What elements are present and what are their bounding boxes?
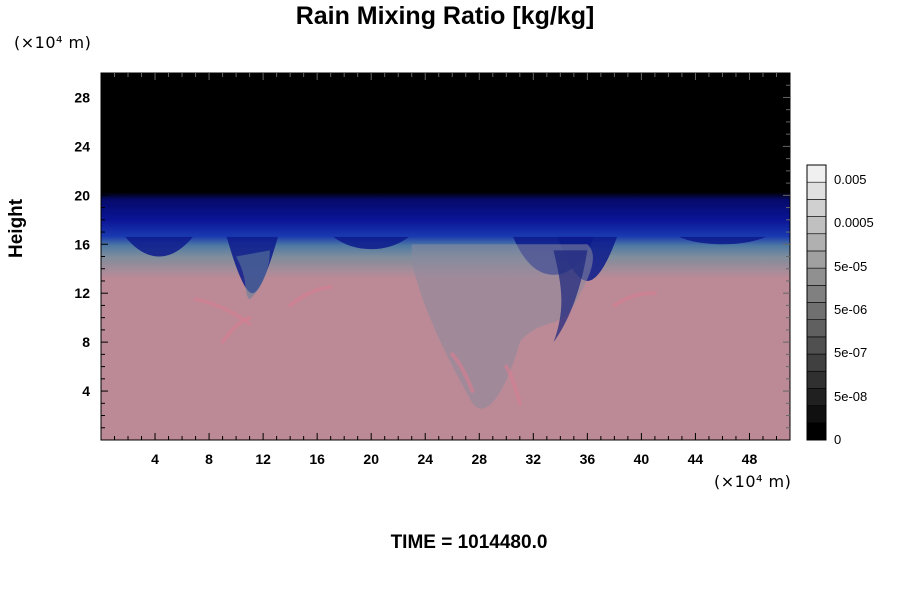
- colorbar-label: 5e-05: [834, 259, 867, 274]
- x-tick-label: 48: [742, 451, 758, 467]
- colorbar-swatch: [806, 422, 827, 441]
- colorbar-label: 0.005: [834, 172, 867, 187]
- colorbar-swatch: [806, 267, 827, 286]
- y-unit-label: (×10⁴ m): [14, 33, 92, 52]
- colorbar-label: 5e-07: [834, 345, 867, 360]
- colorbar-label: 0: [834, 432, 841, 447]
- colorbar-label: 0.0005: [834, 215, 874, 230]
- x-tick-label: 28: [471, 451, 487, 467]
- colorbar-frame: [806, 164, 827, 441]
- colorbar-swatch: [806, 164, 827, 183]
- y-tick-label: 28: [74, 89, 90, 105]
- field-streak: [504, 364, 522, 406]
- colorbar-swatch: [806, 353, 827, 372]
- field-convective-core: [411, 244, 593, 409]
- field-streak: [612, 291, 657, 308]
- colorbar-swatch: [806, 370, 827, 389]
- colorbar-label: 5e-08: [834, 389, 867, 404]
- y-tick-label: 16: [74, 236, 90, 252]
- x-tick-label: 4: [151, 451, 159, 467]
- y-tick-label: 12: [74, 285, 90, 301]
- colorbar-swatch: [806, 405, 827, 424]
- colorbar-swatch: [806, 336, 827, 355]
- x-tick-label: 44: [688, 451, 704, 467]
- field-core-filament: [553, 250, 588, 343]
- colorbar-swatch: [806, 199, 827, 217]
- time-annotation: TIME = 1014480.0: [390, 532, 548, 553]
- colorbar-swatch: [806, 250, 827, 269]
- colorbar-swatch: [806, 216, 827, 235]
- colorbar-swatch: [806, 302, 827, 320]
- field-plume: [125, 236, 193, 257]
- field-plume: [333, 236, 410, 250]
- field-filament: [236, 250, 270, 300]
- x-tick-label: 36: [580, 451, 596, 467]
- colorbar-swatch: [806, 233, 827, 252]
- y-tick-label: 24: [74, 138, 90, 154]
- colorbar-swatch: [806, 319, 827, 338]
- y-tick-label: 8: [82, 334, 90, 350]
- y-tick-label: 20: [74, 187, 90, 203]
- field-streak: [288, 285, 333, 308]
- x-tick-label: 40: [634, 451, 650, 467]
- x-tick-label: 12: [255, 451, 271, 467]
- chart-title: Rain Mixing Ratio [kg/kg]: [295, 2, 595, 30]
- x-tick-label: 8: [205, 451, 213, 467]
- field-plume: [679, 236, 766, 245]
- colorbar-swatch: [806, 181, 827, 200]
- colorbar-label: 5e-06: [834, 302, 867, 317]
- x-unit-label: (×10⁴ m): [714, 472, 792, 491]
- x-tick-label: 20: [363, 451, 379, 467]
- colorbar-swatch: [806, 388, 827, 406]
- field-streak: [220, 315, 252, 345]
- colorbar-swatch: [806, 285, 827, 303]
- x-tick-label: 32: [526, 451, 542, 467]
- x-tick-label: 16: [309, 451, 325, 467]
- y-tick-label: 4: [82, 383, 90, 399]
- field-streak: [450, 352, 475, 394]
- x-tick-label: 24: [417, 451, 433, 467]
